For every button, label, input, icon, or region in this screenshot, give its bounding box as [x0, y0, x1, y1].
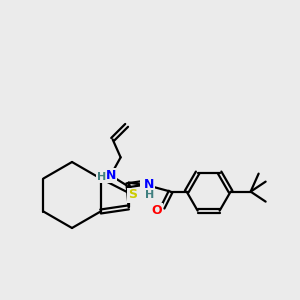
- Text: S: S: [128, 188, 137, 202]
- Text: O: O: [151, 204, 162, 217]
- Text: H: H: [145, 190, 154, 200]
- Text: N: N: [105, 169, 116, 182]
- Text: O: O: [141, 177, 152, 190]
- Text: H: H: [97, 172, 106, 182]
- Text: N: N: [143, 178, 154, 191]
